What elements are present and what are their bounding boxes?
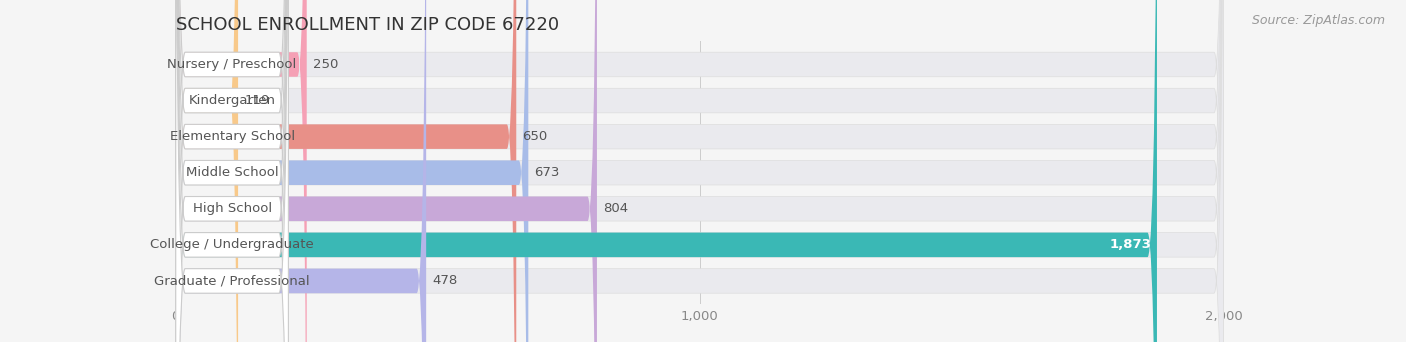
Text: Source: ZipAtlas.com: Source: ZipAtlas.com [1251,14,1385,27]
FancyBboxPatch shape [176,0,238,342]
Text: 650: 650 [523,130,548,143]
FancyBboxPatch shape [176,0,1223,342]
FancyBboxPatch shape [176,0,288,342]
FancyBboxPatch shape [176,0,307,342]
FancyBboxPatch shape [176,0,288,342]
FancyBboxPatch shape [176,0,288,342]
FancyBboxPatch shape [176,0,529,342]
FancyBboxPatch shape [176,0,1223,342]
Text: 673: 673 [534,166,560,179]
FancyBboxPatch shape [176,0,288,342]
FancyBboxPatch shape [176,0,288,342]
Text: College / Undergraduate: College / Undergraduate [150,238,314,251]
Text: 804: 804 [603,202,628,215]
FancyBboxPatch shape [176,0,516,342]
FancyBboxPatch shape [176,0,1223,342]
FancyBboxPatch shape [176,0,288,342]
FancyBboxPatch shape [176,0,1223,342]
FancyBboxPatch shape [176,0,1223,342]
FancyBboxPatch shape [176,0,288,342]
Text: Graduate / Professional: Graduate / Professional [155,274,309,287]
FancyBboxPatch shape [176,0,1223,342]
Text: Middle School: Middle School [186,166,278,179]
FancyBboxPatch shape [176,0,1157,342]
FancyBboxPatch shape [176,0,598,342]
Text: 119: 119 [245,94,270,107]
Text: SCHOOL ENROLLMENT IN ZIP CODE 67220: SCHOOL ENROLLMENT IN ZIP CODE 67220 [176,16,558,34]
FancyBboxPatch shape [176,0,1223,342]
Text: 478: 478 [433,274,458,287]
FancyBboxPatch shape [176,0,426,342]
Text: 1,873: 1,873 [1109,238,1152,251]
Text: 250: 250 [314,58,339,71]
Text: Nursery / Preschool: Nursery / Preschool [167,58,297,71]
Text: Elementary School: Elementary School [170,130,295,143]
Text: High School: High School [193,202,271,215]
Text: Kindergarten: Kindergarten [188,94,276,107]
